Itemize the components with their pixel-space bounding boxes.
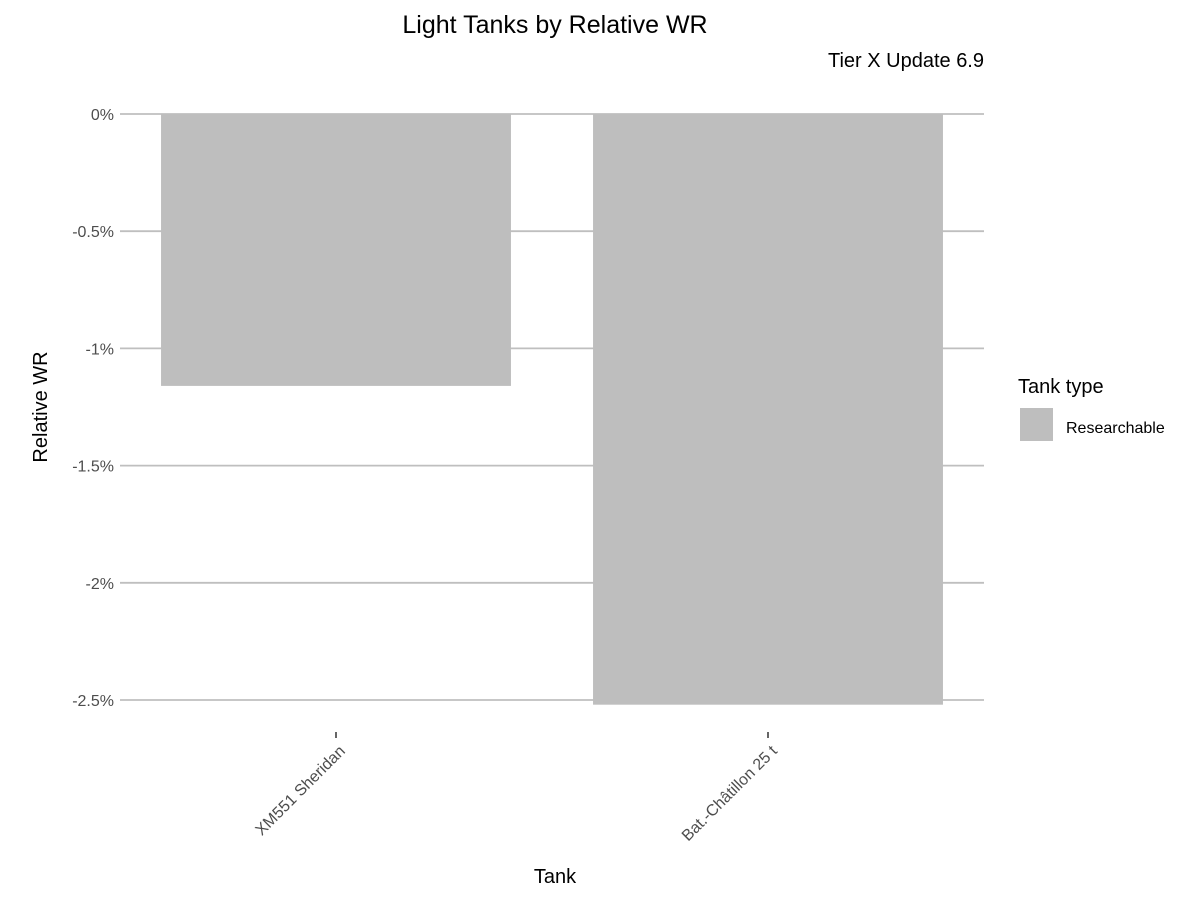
y-axis-tick-labels: 0% -0.5% -1% -1.5% -2% -2.5%	[72, 107, 114, 710]
bar	[161, 114, 511, 386]
legend-swatch	[1020, 408, 1053, 441]
x-tick-label: XM551 Sheridan	[253, 743, 349, 839]
chart-title: Light Tanks by Relative WR	[402, 11, 707, 39]
y-tick-label: 0%	[91, 107, 114, 124]
x-tick-label: Bat.-Châtillon 25 t	[679, 742, 781, 844]
bars	[161, 114, 943, 705]
bar	[593, 114, 943, 705]
y-tick-label: -1.5%	[72, 459, 114, 476]
legend: Tank type Researchable	[1018, 376, 1165, 441]
y-tick-label: -1%	[86, 341, 114, 358]
legend-title: Tank type	[1018, 376, 1104, 398]
x-axis-ticks: XM551 Sheridan Bat.-Châtillon 25 t	[253, 732, 781, 845]
y-axis-title: Relative WR	[30, 351, 52, 462]
y-tick-label: -0.5%	[72, 224, 114, 241]
y-tick-label: -2%	[86, 576, 114, 593]
chart-subtitle: Tier X Update 6.9	[828, 50, 984, 72]
legend-items: Researchable	[1020, 408, 1165, 441]
y-tick-label: -2.5%	[72, 693, 114, 710]
x-axis-title: Tank	[534, 866, 577, 888]
legend-label: Researchable	[1066, 420, 1165, 437]
